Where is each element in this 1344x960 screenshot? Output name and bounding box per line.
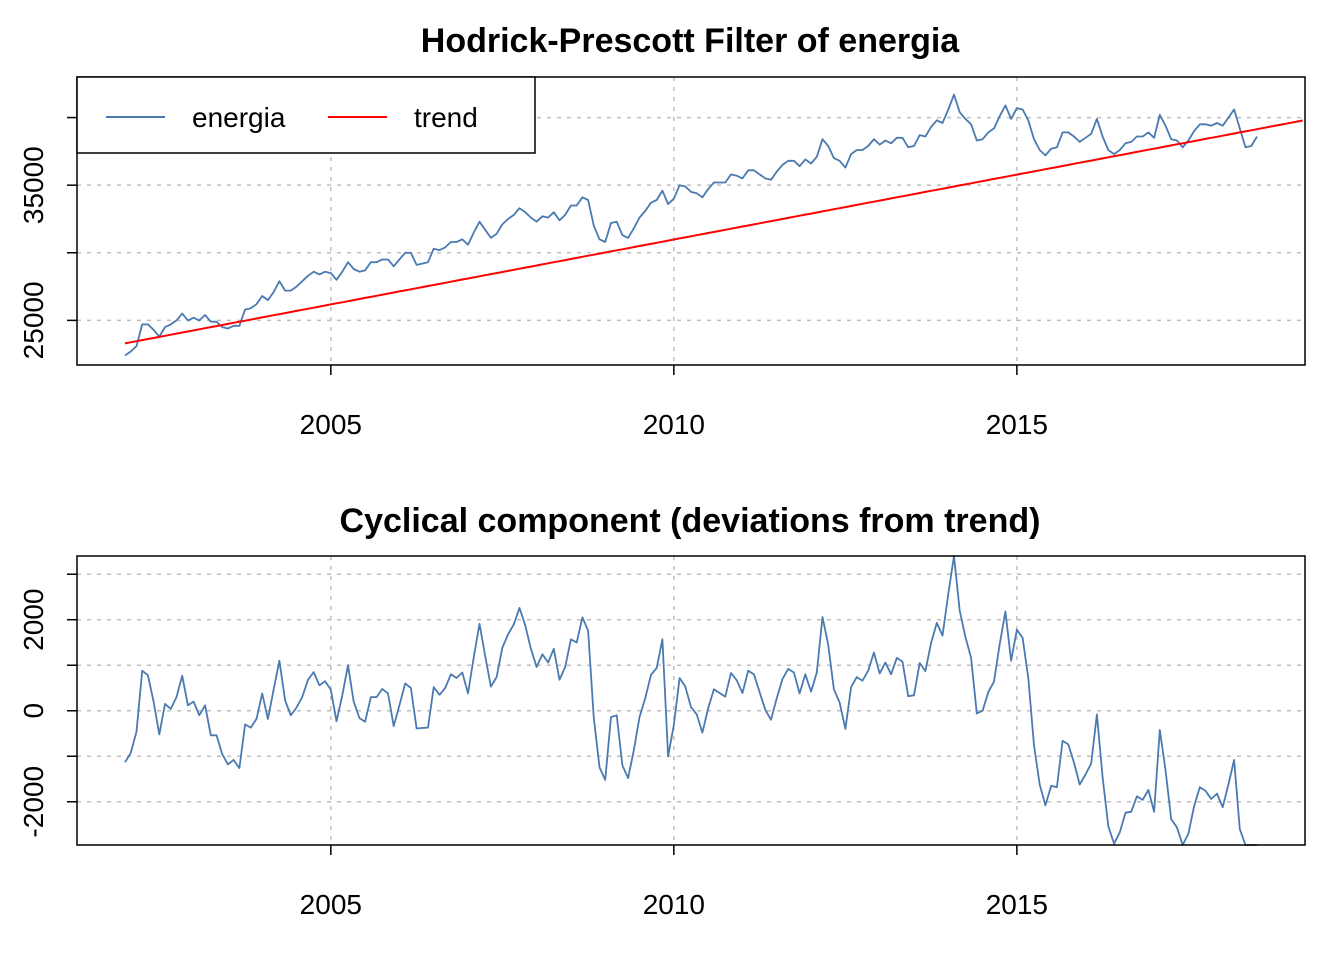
legend: energia trend <box>76 76 536 154</box>
y-tick-label-2000: 2000 <box>18 589 49 651</box>
y-axis-cyclical: -2000 0 2000 <box>18 573 77 838</box>
x-axis-hp: 2005 2010 2015 <box>300 365 1048 440</box>
y-axis-hp: 25000 35000 <box>18 116 77 359</box>
grid-hp <box>77 77 1305 365</box>
y-tick-label-0: 0 <box>18 703 49 719</box>
series-group-cyclical <box>124 555 1257 846</box>
x-tick-label-2005: 2005 <box>300 409 362 440</box>
plot-frame-cyclical <box>76 555 1306 846</box>
x-tick-label-2015: 2015 <box>986 409 1048 440</box>
chart-title-hp: Hodrick-Prescott Filter of energia <box>421 22 961 60</box>
legend-label-trend: trend <box>414 102 478 133</box>
panel-cyclical: Cyclical component (deviations from tren… <box>18 502 1306 920</box>
x-tick-label-2005: 2005 <box>300 889 362 920</box>
panel-hp-filter: Hodrick-Prescott Filter of energia 2005 2… <box>18 22 1306 440</box>
series-line-cyclical-series <box>124 555 1257 846</box>
x-tick-label-2015: 2015 <box>986 889 1048 920</box>
series-group-hp <box>124 93 1303 357</box>
y-tick-label-25000: 25000 <box>18 281 49 359</box>
plot-frame-hp <box>76 76 1306 366</box>
legend-box <box>76 76 536 154</box>
series-line-energia <box>124 93 1258 357</box>
y-tick-label--2000: -2000 <box>18 766 49 838</box>
series-line-trend <box>124 119 1303 345</box>
x-tick-label-2010: 2010 <box>643 409 705 440</box>
y-tick-label-35000: 35000 <box>18 146 49 224</box>
legend-label-energia: energia <box>192 102 286 133</box>
chart-title-cyclical: Cyclical component (deviations from tren… <box>340 502 1041 540</box>
x-axis-cyclical: 2005 2010 2015 <box>300 845 1048 920</box>
x-tick-label-2010: 2010 <box>643 889 705 920</box>
